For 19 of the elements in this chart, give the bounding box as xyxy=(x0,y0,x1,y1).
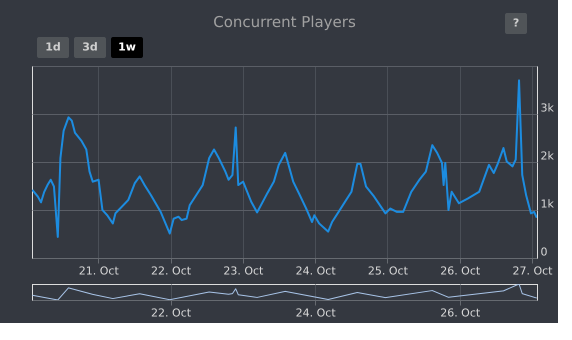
y-tick-label: 2k xyxy=(540,150,554,162)
y-tick-label: 0 xyxy=(540,246,548,258)
y-tick-label: 3k xyxy=(540,102,554,114)
text: 1d xyxy=(45,40,61,54)
text: 1w xyxy=(118,40,136,54)
x-tick-label: 23. Oct xyxy=(223,264,264,278)
text: ? xyxy=(512,16,520,30)
text: 3d xyxy=(82,40,98,54)
x-tick-label: 21. Oct xyxy=(78,264,120,278)
x-tick-label: 26. Oct xyxy=(440,306,481,320)
x-tick-label: 24. Oct xyxy=(296,264,336,278)
y-tick-label: 1k xyxy=(540,198,554,210)
x-tick-label: 27. Oct xyxy=(512,264,554,278)
x-tick-label: 25. Oct xyxy=(368,264,409,278)
x-tick-label: 24. Oct xyxy=(296,306,336,320)
chart-title: Concurrent Players xyxy=(213,13,356,31)
x-tick-label: 22. Oct xyxy=(151,264,192,278)
x-tick-label: 26. Oct xyxy=(440,264,481,278)
x-tick-label: 22. Oct xyxy=(151,306,192,320)
